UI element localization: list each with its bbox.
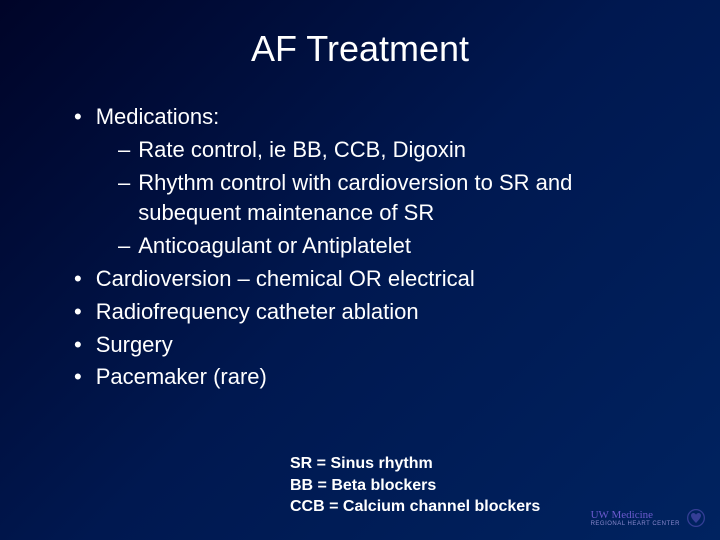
sub-list: – Rate control, ie BB, CCB, Digoxin – Rh… xyxy=(74,135,670,262)
sub-item: – Anticoagulant or Antiplatelet xyxy=(118,231,670,262)
bullet-marker: • xyxy=(74,102,82,133)
dash-marker: – xyxy=(118,135,130,166)
bullet-item: • Cardioversion – chemical OR electrical xyxy=(74,264,670,295)
slide-container: AF Treatment • Medications: – Rate contr… xyxy=(0,0,720,540)
bullet-marker: • xyxy=(74,330,82,361)
logo-main-text: UW Medicine xyxy=(591,510,653,521)
bullet-item: • Pacemaker (rare) xyxy=(74,362,670,393)
legend-line: SR = Sinus rhythm xyxy=(290,453,540,475)
sub-text: Anticoagulant or Antiplatelet xyxy=(138,231,411,262)
footer-logo: UW Medicine REGIONAL HEART CENTER xyxy=(591,508,706,528)
bullet-text: Medications: xyxy=(96,102,220,133)
bullet-text: Radiofrequency catheter ablation xyxy=(96,297,419,328)
bullet-item: • Medications: xyxy=(74,102,670,133)
dash-marker: – xyxy=(118,168,130,199)
bullet-text: Surgery xyxy=(96,330,173,361)
legend-line: BB = Beta blockers xyxy=(290,475,540,497)
legend-line: CCB = Calcium channel blockers xyxy=(290,496,540,518)
bullet-item: • Radiofrequency catheter ablation xyxy=(74,297,670,328)
heart-icon xyxy=(686,508,706,528)
logo-sub-text: REGIONAL HEART CENTER xyxy=(591,521,680,527)
sub-text: Rate control, ie BB, CCB, Digoxin xyxy=(138,135,466,166)
logo-text-block: UW Medicine REGIONAL HEART CENTER xyxy=(591,510,680,527)
bullet-marker: • xyxy=(74,264,82,295)
slide-title: AF Treatment xyxy=(50,28,670,70)
sub-item: – Rate control, ie BB, CCB, Digoxin xyxy=(118,135,670,166)
bullet-text: Cardioversion – chemical OR electrical xyxy=(96,264,475,295)
sub-item: – Rhythm control with cardioversion to S… xyxy=(118,168,670,230)
sub-text: Rhythm control with cardioversion to SR … xyxy=(138,168,670,230)
bullet-marker: • xyxy=(74,297,82,328)
content-body: • Medications: – Rate control, ie BB, CC… xyxy=(50,102,670,393)
bullet-item: • Surgery xyxy=(74,330,670,361)
dash-marker: – xyxy=(118,231,130,262)
bullet-marker: • xyxy=(74,362,82,393)
bullet-text: Pacemaker (rare) xyxy=(96,362,267,393)
legend-block: SR = Sinus rhythm BB = Beta blockers CCB… xyxy=(290,453,540,518)
